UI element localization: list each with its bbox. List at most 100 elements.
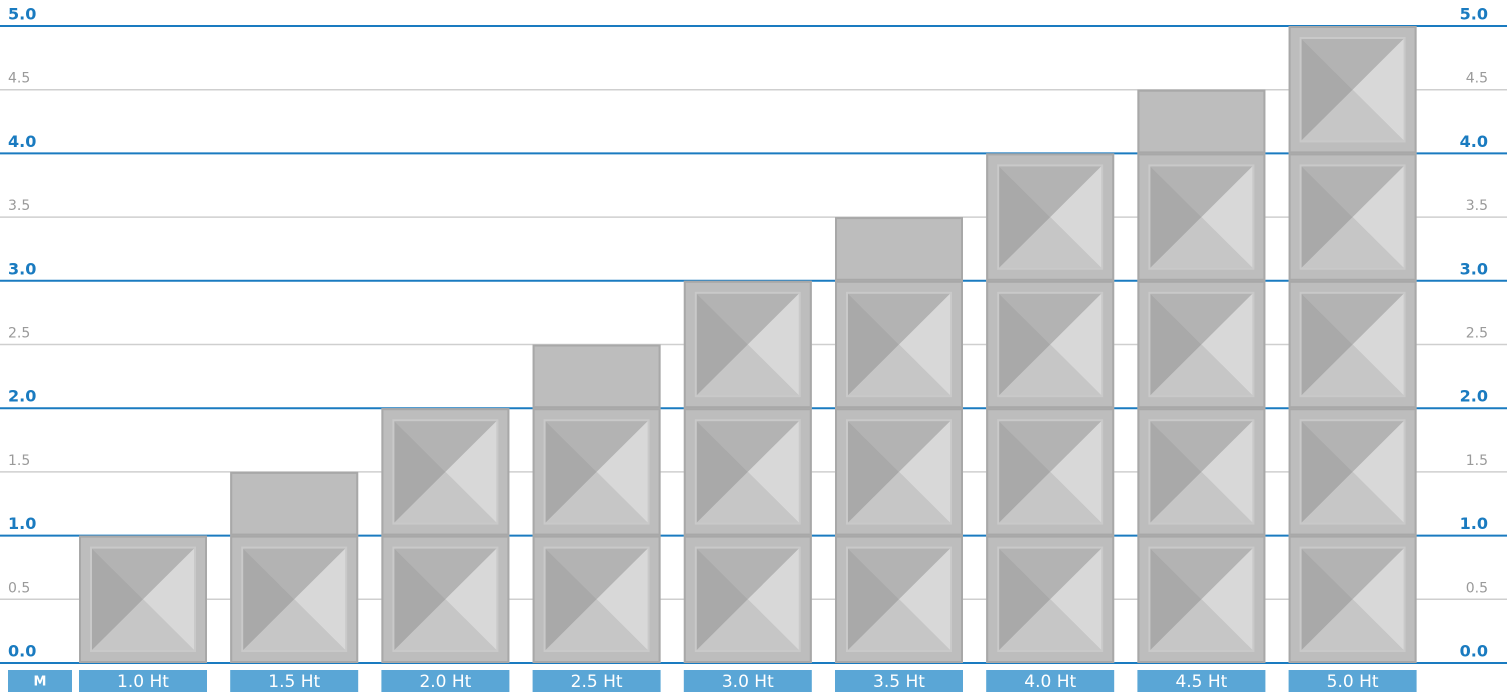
- panel-shade: [393, 420, 446, 524]
- y-tick-label: 4.0: [8, 132, 36, 151]
- panel-shade: [1300, 292, 1353, 397]
- y-tick-label: 2.0: [8, 387, 36, 406]
- panel-frame: [997, 291, 1104, 398]
- panel-shade: [847, 547, 899, 651]
- panel-frame: [694, 546, 801, 652]
- y-tick-label-right: 1.5: [1466, 453, 1488, 469]
- panel-shade: [1149, 420, 1254, 472]
- panel-shade: [998, 165, 1051, 269]
- panel-shade: [91, 599, 195, 651]
- panel-shade: [1201, 292, 1254, 397]
- panel-frame: [392, 546, 499, 652]
- panel-shade: [998, 547, 1051, 651]
- panel-frame: [1148, 419, 1255, 525]
- panel-shade: [393, 547, 498, 600]
- panel-shade: [998, 165, 1103, 218]
- panel-frame: [846, 291, 952, 398]
- x-tick-label: 3.5 Ht: [873, 672, 925, 692]
- panel-frame: [1299, 419, 1406, 525]
- panel-shade: [1300, 165, 1405, 218]
- y-tick-label-right: 2.5: [1466, 326, 1488, 342]
- panel-shade: [1352, 38, 1405, 142]
- panel-shade: [695, 344, 800, 397]
- panel-frame: [543, 419, 650, 525]
- panel-shade: [998, 599, 1103, 651]
- panel-shade: [596, 420, 649, 524]
- panel-shade: [1300, 344, 1405, 397]
- panel-shade: [1300, 420, 1353, 524]
- panel-shade: [847, 344, 951, 397]
- category-box: [79, 670, 207, 692]
- x-tick-label: 2.0 Ht: [419, 672, 471, 692]
- y-tick-label-right: 4.5: [1466, 71, 1488, 87]
- panel-shade: [847, 599, 951, 651]
- panel-shade: [1050, 420, 1103, 524]
- panel-shade: [544, 547, 649, 600]
- y-tick-label: 0.5: [8, 580, 30, 596]
- panel-shade: [998, 420, 1051, 524]
- category-box: [986, 670, 1115, 692]
- panel-shade: [695, 420, 748, 524]
- y-tick-label: 3.5: [8, 198, 30, 214]
- panel-shade: [1149, 547, 1202, 651]
- panel-shade: [747, 547, 800, 651]
- panel-shade: [544, 471, 649, 524]
- panel-shade: [1352, 547, 1405, 651]
- panel-frame: [1148, 291, 1255, 398]
- panel-shade: [143, 547, 195, 651]
- panel-frame: [90, 546, 196, 652]
- x-tick-label: 2.5 Ht: [571, 672, 623, 692]
- panel-frame: [1299, 291, 1406, 398]
- panel-shade: [1300, 420, 1405, 472]
- category-box: [230, 670, 359, 692]
- panel-shade: [847, 547, 951, 600]
- panel-shade: [1300, 471, 1405, 524]
- panel-frame: [1299, 546, 1406, 652]
- panel-shade: [899, 292, 951, 397]
- panel-shade: [1352, 165, 1405, 269]
- panel-shade: [1149, 420, 1202, 524]
- x-tick-label: 3.0 Ht: [722, 672, 774, 692]
- category-box: [1288, 670, 1417, 692]
- panel-shade: [998, 471, 1103, 524]
- y-tick-label: 1.5: [8, 453, 30, 469]
- panel-shade: [847, 420, 899, 524]
- tank: [986, 153, 1115, 663]
- category-box: [532, 670, 661, 692]
- panel-shade: [747, 292, 800, 397]
- tank: [79, 535, 207, 663]
- panel-shade: [1300, 38, 1353, 142]
- category-box: [683, 670, 812, 692]
- panel: [835, 217, 963, 281]
- panel-shade: [847, 420, 951, 472]
- panel-shade: [393, 599, 498, 651]
- panel-shade: [1149, 165, 1202, 269]
- panel-shade: [998, 344, 1103, 397]
- panel-shade: [1352, 292, 1405, 397]
- y-tick-label: 5.0: [8, 5, 36, 24]
- panel-shade: [695, 547, 800, 600]
- panel-shade: [91, 547, 195, 600]
- panel-shade: [1201, 420, 1254, 524]
- unit-box: [8, 670, 72, 692]
- panel-frame: [997, 419, 1104, 525]
- y-tick-label-right: 0.5: [1466, 580, 1488, 596]
- panel-shade: [998, 292, 1103, 345]
- tank: [381, 408, 510, 663]
- panel-shade: [242, 599, 347, 651]
- panel-shade: [695, 420, 800, 472]
- panel-shade: [393, 547, 446, 651]
- panel-shade: [1050, 547, 1103, 651]
- panel-shade: [747, 420, 800, 524]
- panel-shade: [596, 547, 649, 651]
- panel-shade: [1149, 165, 1254, 218]
- x-tick-label: 4.5 Ht: [1175, 672, 1227, 692]
- panel-frame: [997, 164, 1104, 270]
- panel-shade: [1201, 547, 1254, 651]
- panel-shade: [1300, 165, 1353, 269]
- panel: [532, 344, 661, 409]
- panel-shade: [998, 420, 1103, 472]
- y-tick-label: 0.0: [8, 642, 36, 661]
- panel: [230, 471, 359, 536]
